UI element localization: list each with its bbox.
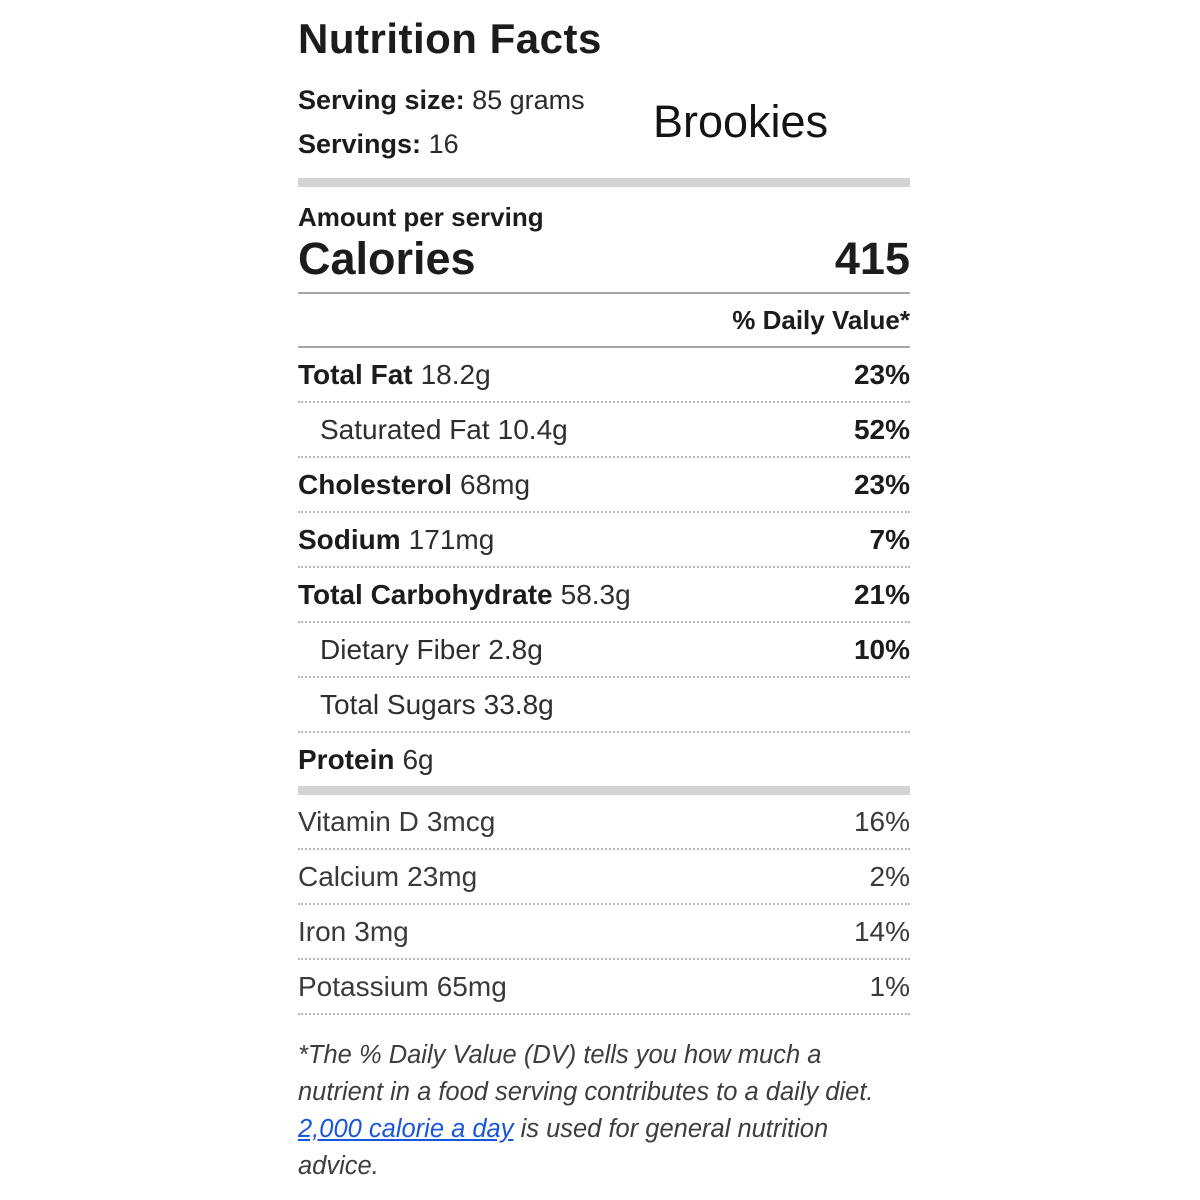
nutrient-amount: 33.8g	[483, 689, 554, 720]
daily-value-footnote: *The % Daily Value (DV) tells you how mu…	[298, 1037, 913, 1185]
nutrient-amount: 3mcg	[426, 806, 496, 837]
nutrient-label: Sodium	[298, 524, 401, 555]
nutrient-daily-value: 2%	[869, 861, 910, 892]
nutrient-row-saturated-fat: Saturated Fat 10.4g 52%	[298, 403, 910, 458]
footnote-text-before: *The % Daily Value (DV) tells you how mu…	[298, 1041, 874, 1106]
nutrient-amount: 68mg	[460, 469, 531, 500]
nutrient-daily-value: 21%	[853, 579, 910, 610]
nutrient-label-group: Vitamin D 3mcg	[298, 807, 495, 837]
nutrient-daily-value: 52%	[853, 414, 910, 445]
nutrient-amount: 3mg	[354, 916, 409, 947]
nutrient-daily-value: 23%	[853, 359, 910, 390]
nutrition-facts-label: Nutrition Facts Serving size: 85 grams S…	[298, 0, 910, 1185]
servings-label: Servings:	[298, 129, 422, 159]
nutrient-amount: 6g	[402, 744, 434, 775]
calories-row: Calories 415	[298, 234, 910, 284]
serving-size-line: Serving size: 85 grams	[298, 78, 613, 122]
nutrient-label: Total Fat	[298, 359, 413, 390]
nutrient-amount: 2.8g	[488, 634, 543, 665]
nutrient-amount: 171mg	[408, 524, 495, 555]
nutrient-label-group: Dietary Fiber 2.8g	[320, 635, 543, 665]
nutrient-daily-value: 1%	[869, 971, 910, 1002]
nutrient-label-group: Saturated Fat 10.4g	[320, 415, 568, 445]
serving-lines: Serving size: 85 grams Servings: 16	[298, 78, 613, 166]
nutrient-label-group: Calcium 23mg	[298, 862, 477, 892]
nutrient-row-total-fat: Total Fat 18.2g 23%	[298, 348, 910, 403]
nutrient-label-group: Protein 6g	[298, 745, 434, 775]
serving-info-block: Serving size: 85 grams Servings: 16 Broo…	[298, 78, 910, 166]
calorie-a-day-link[interactable]: 2,000 calorie a day	[298, 1115, 514, 1143]
micronutrient-row-vitamin-d: Vitamin D 3mcg 16%	[298, 795, 910, 850]
nutrient-label-group: Total Carbohydrate 58.3g	[298, 580, 631, 610]
nutrient-label-group: Sodium 171mg	[298, 525, 494, 555]
nutrient-amount: 10.4g	[497, 414, 568, 445]
thin-divider-calories	[298, 292, 910, 294]
nutrient-label-group: Potassium 65mg	[298, 972, 507, 1002]
nutrient-label: Potassium	[298, 971, 429, 1002]
nutrient-label: Dietary Fiber	[320, 634, 481, 665]
nutrient-daily-value: 7%	[869, 524, 910, 555]
nutrient-label: Saturated Fat	[320, 414, 490, 445]
nutrition-facts-title: Nutrition Facts	[298, 15, 602, 62]
nutrient-daily-value: 23%	[853, 469, 910, 500]
serving-size-label: Serving size:	[298, 85, 465, 115]
micronutrient-row-potassium: Potassium 65mg 1%	[298, 960, 910, 1015]
nutrient-daily-value: 14%	[853, 916, 910, 947]
product-name: Brookies	[653, 96, 829, 147]
nutrient-label: Protein	[298, 744, 395, 775]
nutrient-label: Iron	[298, 916, 347, 947]
nutrient-daily-value: 16%	[853, 806, 910, 837]
micronutrient-row-iron: Iron 3mg 14%	[298, 905, 910, 960]
nutrient-row-cholesterol: Cholesterol 68mg 23%	[298, 458, 910, 513]
footnote-text-after: is used for general nutrition advice.	[298, 1115, 829, 1180]
nutrient-label-group: Total Fat 18.2g	[298, 360, 491, 390]
nutrient-label: Cholesterol	[298, 469, 453, 500]
nutrient-label-group: Cholesterol 68mg	[298, 470, 530, 500]
nutrient-label: Total Sugars	[320, 689, 476, 720]
nutrient-amount: 58.3g	[560, 579, 631, 610]
thick-divider-bottom	[298, 786, 910, 795]
calories-value: 415	[834, 233, 910, 284]
servings-line: Servings: 16	[298, 122, 613, 166]
nutrient-amount: 23mg	[407, 861, 478, 892]
nutrient-amount: 18.2g	[420, 359, 491, 390]
nutrient-label-group: Total Sugars 33.8g	[320, 690, 554, 720]
thin-divider-dv	[298, 346, 910, 348]
nutrient-row-total-carbohydrate: Total Carbohydrate 58.3g 21%	[298, 568, 910, 623]
nutrient-label-group: Iron 3mg	[298, 917, 409, 947]
nutrient-daily-value: 10%	[853, 634, 910, 665]
servings-value: 16	[428, 129, 459, 159]
nutrient-amount: 65mg	[436, 971, 507, 1002]
serving-size-value: 85 grams	[472, 85, 585, 115]
nutrient-row-sodium: Sodium 171mg 7%	[298, 513, 910, 568]
nutrient-row-total-sugars: Total Sugars 33.8g	[298, 678, 910, 733]
thick-divider-top	[298, 178, 910, 187]
nutrient-label: Vitamin D	[298, 806, 419, 837]
nutrient-label: Total Carbohydrate	[298, 579, 553, 610]
nutrient-row-dietary-fiber: Dietary Fiber 2.8g 10%	[298, 623, 910, 678]
micronutrient-row-calcium: Calcium 23mg 2%	[298, 850, 910, 905]
nutrient-label: Calcium	[298, 861, 400, 892]
daily-value-header: % Daily Value*	[732, 305, 910, 335]
nutrient-row-protein: Protein 6g	[298, 733, 910, 786]
amount-per-serving-label: Amount per serving	[298, 202, 544, 232]
calories-label: Calories	[298, 233, 476, 284]
